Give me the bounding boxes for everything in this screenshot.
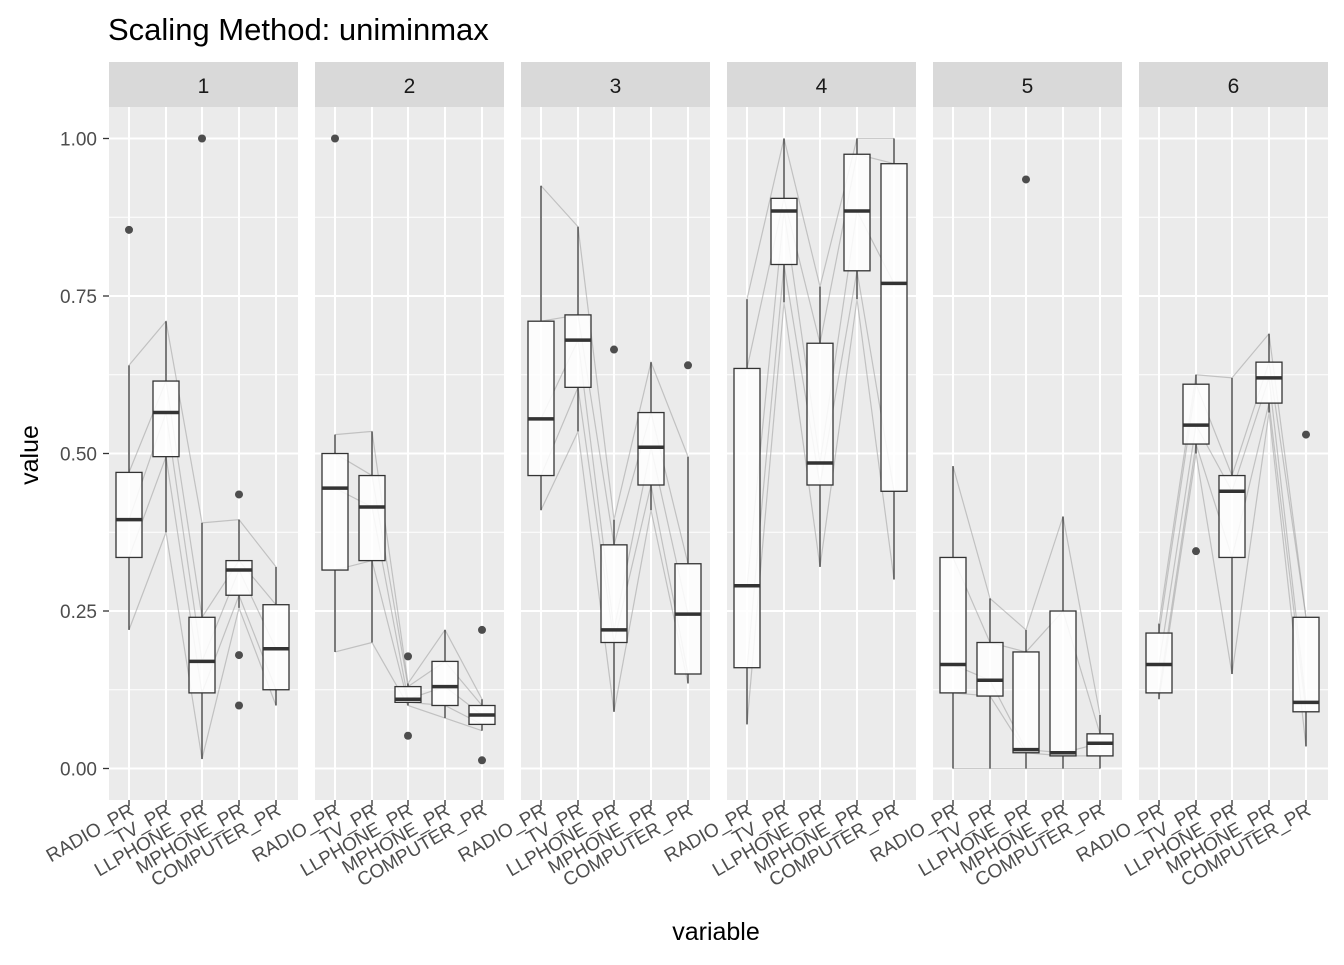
box-radio-pr <box>733 299 761 725</box>
facet-panel-3: 3RADIO_PRTV_PRLLPHONE_PRMPHONE_PRCOMPUTE… <box>455 62 710 891</box>
outlier-point <box>1302 430 1310 439</box>
facet-strip-label: 6 <box>1228 75 1240 98</box>
box-body <box>152 380 180 458</box>
box-body <box>188 616 216 694</box>
box-body <box>674 563 702 675</box>
outlier-point <box>235 651 243 660</box>
outlier-point <box>610 345 618 354</box>
outlier-point <box>1022 175 1030 184</box>
box-llphone-pr <box>600 345 628 712</box>
box-body <box>1292 616 1320 713</box>
box-tv-pr <box>564 226 592 432</box>
box-mphone-pr <box>225 490 253 710</box>
facet-strip-label: 1 <box>198 75 210 98</box>
box-body <box>431 660 459 707</box>
facet-strip <box>933 62 1122 107</box>
box-llphone-pr <box>1012 175 1040 769</box>
box-llphone-pr <box>806 286 834 567</box>
facet-strip-label: 5 <box>1022 75 1034 98</box>
box-tv-pr <box>1182 374 1210 556</box>
box-mphone-pr <box>1049 516 1077 769</box>
panels-layer: 1RADIO_PRTV_PRLLPHONE_PRMPHONE_PRCOMPUTE… <box>43 62 1328 891</box>
y-tick-label: 1.00 <box>60 130 97 151</box>
facet-panel-5: 5RADIO_PRTV_PRLLPHONE_PRMPHONE_PRCOMPUTE… <box>867 62 1122 891</box>
y-tick-label: 0.50 <box>60 445 97 466</box>
y-tick-label: 0.00 <box>60 760 97 781</box>
box-mphone-pr <box>637 362 665 511</box>
box-tv-pr <box>358 431 386 643</box>
box-body <box>880 163 908 492</box>
facet-strip <box>315 62 504 107</box>
box-body <box>600 544 628 644</box>
box-tv-pr <box>770 138 798 303</box>
box-tv-pr <box>152 321 180 533</box>
outlier-point <box>684 361 692 370</box>
box-mphone-pr <box>843 138 871 300</box>
box-mphone-pr <box>431 629 459 719</box>
outlier-point <box>235 490 243 499</box>
box-body <box>321 452 349 571</box>
box-mphone-pr <box>1255 333 1283 413</box>
box-body <box>358 474 386 562</box>
outlier-point <box>404 731 412 740</box>
outlier-point <box>198 134 206 143</box>
outlier-point <box>404 652 412 661</box>
outlier-point <box>1192 547 1200 556</box>
chart-title: Scaling Method: uniminmax <box>108 12 489 47</box>
y-axis: 0.00 0.25 0.50 0.75 1.00 <box>60 130 109 781</box>
y-axis-label: value <box>16 425 44 485</box>
box-computer-pr <box>880 138 908 580</box>
box-body <box>1218 474 1246 559</box>
box-tv-pr <box>976 598 1004 769</box>
box-body <box>939 556 967 694</box>
outlier-point <box>478 625 486 634</box>
box-radio-pr <box>321 134 349 652</box>
box-computer-pr <box>1086 714 1114 769</box>
facet-strip <box>1139 62 1328 107</box>
facet-strip <box>727 62 916 107</box>
facet-strip-label: 2 <box>404 75 416 98</box>
box-computer-pr <box>262 566 290 706</box>
box-body <box>1182 383 1210 445</box>
box-body <box>225 559 253 596</box>
y-tick-label: 0.75 <box>60 287 97 308</box>
x-axis-label: variable <box>672 918 760 946</box>
outlier-point <box>125 225 133 234</box>
box-radio-pr <box>115 225 143 630</box>
facet-panel-6: 6RADIO_PRTV_PRLLPHONE_PRMPHONE_PRCOMPUTE… <box>1073 62 1328 891</box>
box-body <box>770 197 798 266</box>
box-llphone-pr <box>188 134 216 760</box>
box-body <box>733 367 761 669</box>
facet-strip-label: 3 <box>610 75 622 98</box>
box-body <box>564 314 592 388</box>
box-computer-pr <box>674 361 702 684</box>
box-radio-pr <box>1145 623 1173 700</box>
box-body <box>1012 651 1040 754</box>
facet-panel-1: 1RADIO_PRTV_PRLLPHONE_PRMPHONE_PRCOMPUTE… <box>43 62 298 891</box>
box-body <box>976 641 1004 697</box>
box-body <box>527 320 555 477</box>
y-tick-label: 0.25 <box>60 602 97 623</box>
facet-strip-label: 4 <box>816 75 828 98</box>
facet-strip <box>521 62 710 107</box>
outlier-point <box>478 756 486 765</box>
box-body <box>115 471 143 559</box>
box-computer-pr <box>1292 430 1320 747</box>
box-radio-pr <box>939 466 967 769</box>
facet-strip <box>109 62 298 107</box>
outlier-point <box>331 134 339 143</box>
box-body <box>1255 361 1283 404</box>
box-radio-pr <box>527 185 555 511</box>
facet-panel-4: 4RADIO_PRTV_PRLLPHONE_PRMPHONE_PRCOMPUTE… <box>661 62 916 891</box>
box-llphone-pr <box>1218 377 1246 674</box>
box-body <box>1049 610 1077 757</box>
box-llphone-pr <box>394 652 422 740</box>
outlier-point <box>235 701 243 710</box>
box-computer-pr <box>468 625 496 765</box>
